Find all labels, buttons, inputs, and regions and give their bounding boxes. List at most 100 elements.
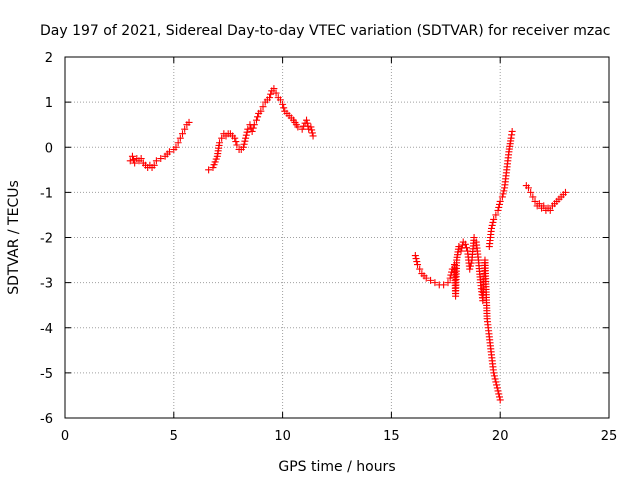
data-point bbox=[535, 200, 543, 208]
data-point bbox=[496, 396, 504, 404]
x-tick-label: 25 bbox=[601, 429, 618, 444]
data-point bbox=[233, 141, 241, 149]
y-axis-title: SDTVAR / TECUs bbox=[6, 180, 22, 295]
x-tick-labels: 0 5 10 15 20 25 bbox=[61, 429, 617, 444]
x-tick-label: 10 bbox=[274, 429, 291, 444]
data-point bbox=[270, 85, 278, 93]
y-tick-label: -6 bbox=[40, 412, 53, 427]
data-point bbox=[244, 125, 252, 133]
data-point bbox=[243, 128, 251, 136]
y-tick-label: -3 bbox=[40, 277, 53, 292]
data-point bbox=[466, 262, 474, 270]
data-point bbox=[267, 90, 275, 98]
data-point bbox=[308, 129, 316, 137]
data-point bbox=[487, 224, 495, 232]
data-point bbox=[493, 381, 501, 389]
data-point bbox=[179, 130, 187, 138]
data-point bbox=[307, 123, 315, 131]
data-point bbox=[128, 152, 136, 160]
data-point bbox=[165, 148, 173, 156]
data-point bbox=[455, 243, 463, 251]
data-point bbox=[250, 121, 258, 129]
y-tick-label: -4 bbox=[40, 322, 53, 337]
data-point bbox=[174, 139, 182, 147]
data-point bbox=[466, 265, 474, 273]
data-point bbox=[239, 143, 247, 151]
data-point bbox=[303, 119, 311, 127]
data-point bbox=[259, 103, 267, 111]
x-tick-label: 15 bbox=[383, 429, 400, 444]
data-point bbox=[444, 279, 452, 287]
data-point bbox=[257, 107, 265, 115]
data-point bbox=[266, 94, 274, 102]
data-point bbox=[411, 252, 419, 260]
data-point bbox=[498, 193, 506, 201]
data-point bbox=[181, 125, 189, 133]
data-point bbox=[489, 218, 497, 226]
data-point bbox=[303, 116, 311, 124]
data-point bbox=[157, 155, 165, 163]
data-point bbox=[276, 96, 284, 104]
data-point bbox=[495, 390, 503, 398]
data-point bbox=[130, 156, 138, 164]
data-point bbox=[490, 369, 498, 377]
data-point bbox=[413, 258, 421, 266]
data-point bbox=[457, 247, 465, 255]
data-point bbox=[427, 276, 435, 284]
data-point bbox=[490, 215, 498, 223]
data-point bbox=[508, 127, 516, 135]
data-point bbox=[488, 221, 496, 229]
x-tick-label: 5 bbox=[170, 429, 178, 444]
data-point bbox=[242, 134, 250, 142]
data-point bbox=[462, 244, 470, 252]
data-point bbox=[490, 372, 498, 380]
chart-title: Day 197 of 2021, Sidereal Day-to-day VTE… bbox=[40, 23, 610, 39]
data-point bbox=[185, 118, 193, 126]
data-point bbox=[172, 143, 180, 151]
data-point bbox=[496, 197, 504, 205]
data-point bbox=[414, 261, 422, 269]
data-point bbox=[458, 241, 466, 249]
data-point bbox=[470, 234, 478, 241]
data-point bbox=[495, 203, 503, 211]
data-point bbox=[494, 206, 502, 214]
data-point bbox=[294, 123, 302, 131]
data-point bbox=[467, 259, 475, 267]
data-point bbox=[279, 100, 287, 108]
data-point bbox=[240, 140, 248, 148]
data-point bbox=[205, 166, 213, 174]
data-point bbox=[215, 139, 223, 147]
data-point bbox=[176, 134, 184, 142]
data-point bbox=[431, 279, 439, 287]
data-point bbox=[231, 134, 239, 142]
y-tick-label: -5 bbox=[40, 367, 53, 382]
data-points bbox=[126, 85, 569, 404]
data-point bbox=[461, 240, 469, 248]
data-point bbox=[152, 157, 160, 165]
data-point bbox=[272, 89, 280, 97]
y-tick-label: 2 bbox=[45, 51, 53, 66]
data-point bbox=[495, 200, 503, 208]
data-point bbox=[150, 161, 158, 169]
y-tick-label: -1 bbox=[40, 186, 53, 201]
data-point bbox=[540, 202, 548, 210]
data-point bbox=[527, 188, 535, 196]
data-point bbox=[252, 116, 260, 124]
data-point bbox=[298, 125, 306, 133]
y-tick-labels: -6 -5 -4 -3 -2 -1 0 1 2 bbox=[40, 51, 53, 427]
data-point bbox=[492, 378, 500, 386]
data-point bbox=[499, 190, 507, 198]
data-point bbox=[546, 206, 554, 214]
data-point bbox=[494, 387, 502, 395]
y-tick-label: 0 bbox=[45, 141, 53, 156]
data-point bbox=[500, 187, 508, 195]
y-tick-label: -2 bbox=[40, 232, 53, 247]
data-point bbox=[241, 137, 249, 145]
data-point bbox=[493, 384, 501, 392]
data-point bbox=[218, 134, 226, 142]
data-point bbox=[440, 281, 448, 289]
data-point bbox=[126, 157, 134, 165]
data-point bbox=[242, 131, 250, 139]
data-point bbox=[249, 124, 257, 132]
